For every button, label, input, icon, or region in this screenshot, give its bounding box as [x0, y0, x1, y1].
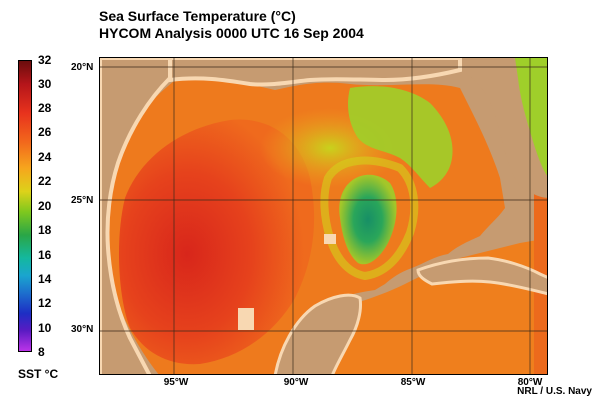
colorbar-tick: 28 [38, 101, 52, 115]
chart-title: Sea Surface Temperature (°C) [99, 8, 296, 24]
credit: NRL / U.S. Navy [517, 386, 592, 397]
colorbar-tick: 18 [38, 223, 52, 237]
colorbar-tick: 16 [38, 248, 52, 262]
warm-core [118, 119, 315, 365]
colorbar-tick: 8 [38, 345, 45, 359]
longitude-label: 95°W [163, 377, 189, 388]
latitude-label: 20°N [71, 62, 94, 73]
colorbar-label: SST °C [18, 367, 59, 381]
colorbar-tick: 22 [38, 174, 52, 188]
colorbar-tick: 12 [38, 296, 52, 310]
cuba-land [416, 256, 547, 296]
cold-eddy [339, 174, 397, 265]
florida-east-water [515, 58, 547, 176]
colorbar-tick: 30 [38, 77, 52, 91]
colorbar-tick: 14 [38, 272, 52, 286]
longitude-label: 90°W [283, 377, 309, 388]
longitude-label: 80°W [517, 377, 543, 388]
colorbar-tick: 20 [38, 199, 52, 213]
colorbar-tick: 26 [38, 125, 52, 139]
mexico-land [100, 58, 172, 374]
island [238, 308, 254, 330]
graticule [100, 58, 547, 374]
colorbar-tick: 32 [38, 53, 52, 67]
title-block: Sea Surface Temperature (°C) HYCOM Analy… [99, 8, 364, 42]
atlantic-water [534, 158, 547, 374]
sst-map[interactable] [99, 57, 548, 375]
sst-map-graphic [100, 58, 547, 374]
island [324, 234, 336, 244]
loop-current [347, 86, 453, 188]
latitude-label: 30°N [71, 324, 94, 335]
latitude-label: 25°N [71, 195, 94, 206]
yucatan-land [273, 293, 362, 374]
chart-subtitle: HYCOM Analysis 0000 UTC 16 Sep 2004 [99, 25, 364, 41]
colorbar-gradient [18, 60, 32, 352]
us-gulf-coast-land [168, 58, 462, 87]
longitude-label: 85°W [400, 377, 426, 388]
colorbar-tick: 24 [38, 150, 52, 164]
colorbar-tick: 10 [38, 321, 52, 335]
